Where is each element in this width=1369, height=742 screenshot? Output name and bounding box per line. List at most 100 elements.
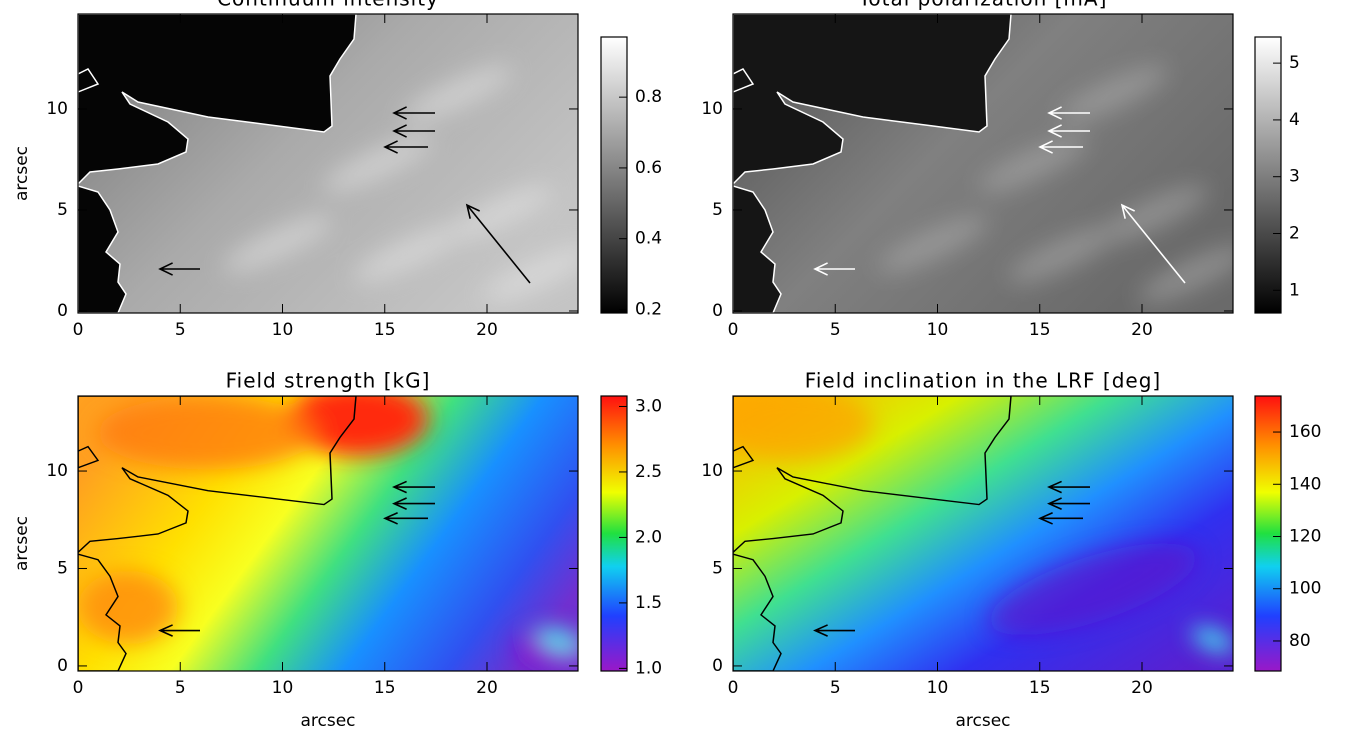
colorbar-tick-label: 4: [1289, 110, 1300, 130]
colorbar-tick-label: 0.6: [635, 158, 662, 178]
arrow: [467, 205, 530, 283]
plot-frame: [77, 13, 579, 314]
y-tick-label: 0: [712, 301, 723, 321]
x-tick-label: 20: [1131, 320, 1153, 340]
streak: [1138, 245, 1233, 303]
umbra: [78, 14, 356, 313]
x-tick-label: 20: [476, 678, 498, 698]
blobs: [78, 396, 578, 668]
colorbar-tick-label: 100: [1289, 579, 1321, 599]
heatmap-image: [78, 396, 578, 671]
colorbar-tick-label: 3.0: [635, 396, 662, 416]
blob: [288, 396, 428, 456]
x-tick-label: 15: [374, 678, 396, 698]
umbra-contour: [78, 14, 357, 313]
chart-title: Field inclination in the LRF [deg]: [805, 369, 1161, 393]
streak: [978, 135, 1088, 193]
heatmap-image: [78, 14, 578, 313]
streaks: [878, 65, 1233, 303]
streak: [1058, 65, 1168, 123]
colorbar-tick-label: 1.5: [635, 593, 662, 613]
streak: [353, 225, 463, 283]
colorbar-tick-label: 3: [1289, 167, 1300, 187]
y-tick-label: 10: [46, 461, 68, 481]
colorbar-tick-label: 140: [1289, 474, 1321, 494]
arrow: [815, 625, 855, 636]
colorbar: [600, 395, 628, 672]
colorbar-tick-label: 2.5: [635, 462, 662, 482]
y-axis-label: arcsec: [12, 516, 32, 571]
x-tick-label: 5: [175, 678, 186, 698]
arrow: [1040, 141, 1083, 153]
y-tick-label: 5: [712, 200, 723, 220]
y-tick-label: 5: [57, 200, 68, 220]
streak: [443, 185, 553, 243]
streaks: [223, 65, 578, 303]
streak: [483, 245, 578, 303]
arrow: [160, 263, 200, 275]
umbra-contour: [733, 445, 755, 469]
x-tick-label: 20: [1131, 678, 1153, 698]
x-axis-label: arcsec: [955, 711, 1010, 731]
colorbar-tick-label: 0.4: [635, 229, 662, 249]
x-tick-label: 20: [476, 320, 498, 340]
arrow: [394, 125, 435, 137]
x-tick-label: 5: [830, 678, 841, 698]
plot-frame: [732, 395, 1234, 672]
arrow: [1049, 125, 1090, 137]
colorbar-tick-label: 2: [1289, 223, 1300, 243]
x-tick-label: 10: [927, 320, 949, 340]
x-tick-label: 15: [1029, 678, 1051, 698]
x-tick-label: 15: [1029, 320, 1051, 340]
y-tick-label: 0: [57, 301, 68, 321]
y-tick-label: 10: [46, 99, 68, 119]
streak: [878, 215, 988, 273]
colorbar-tick-label: 0.2: [635, 299, 662, 319]
streak: [1008, 225, 1118, 283]
chart-title: Continuum intensity: [217, 0, 439, 11]
arrow: [385, 513, 428, 524]
blob: [538, 626, 578, 653]
arrow: [394, 107, 435, 119]
colorbar: [1254, 395, 1282, 672]
heatmap-image: [733, 14, 1233, 313]
y-tick-label: 0: [712, 656, 723, 676]
streak: [1098, 185, 1208, 243]
colorbar-tick-label: 1.0: [635, 658, 662, 678]
arrow: [1049, 481, 1090, 492]
x-tick-label: 10: [272, 320, 294, 340]
y-tick-label: 5: [712, 558, 723, 578]
colorbar-tick-label: 0.8: [635, 87, 662, 107]
umbra: [733, 14, 1011, 313]
streak: [223, 215, 333, 273]
arrow: [160, 625, 200, 636]
y-tick-label: 10: [701, 99, 723, 119]
colorbar: [600, 36, 628, 314]
umbra-contour: [78, 445, 100, 469]
x-tick-label: 10: [272, 678, 294, 698]
y-tick-label: 0: [57, 656, 68, 676]
umbra-contour: [78, 396, 357, 671]
x-tick-label: 0: [73, 320, 84, 340]
colorbar-tick-label: 1: [1289, 280, 1300, 300]
blob: [98, 396, 318, 470]
x-axis-label: arcsec: [300, 711, 355, 731]
arrow: [815, 263, 855, 275]
arrow: [1040, 513, 1083, 524]
colorbar-tick-label: 80: [1289, 631, 1311, 651]
colorbar-tick-label: 160: [1289, 422, 1321, 442]
x-tick-label: 0: [728, 320, 739, 340]
x-tick-label: 10: [927, 678, 949, 698]
blobs: [733, 396, 1233, 653]
colorbar: [1254, 36, 1282, 314]
blob: [1193, 626, 1233, 653]
y-axis-label: arcsec: [12, 146, 32, 201]
colorbar-tick-label: 120: [1289, 527, 1321, 547]
x-tick-label: 5: [175, 320, 186, 340]
arrow: [1049, 498, 1090, 509]
chart-title: Total polarization [mA]: [858, 0, 1108, 11]
x-tick-label: 15: [374, 320, 396, 340]
arrow: [1122, 205, 1185, 283]
x-tick-label: 5: [830, 320, 841, 340]
